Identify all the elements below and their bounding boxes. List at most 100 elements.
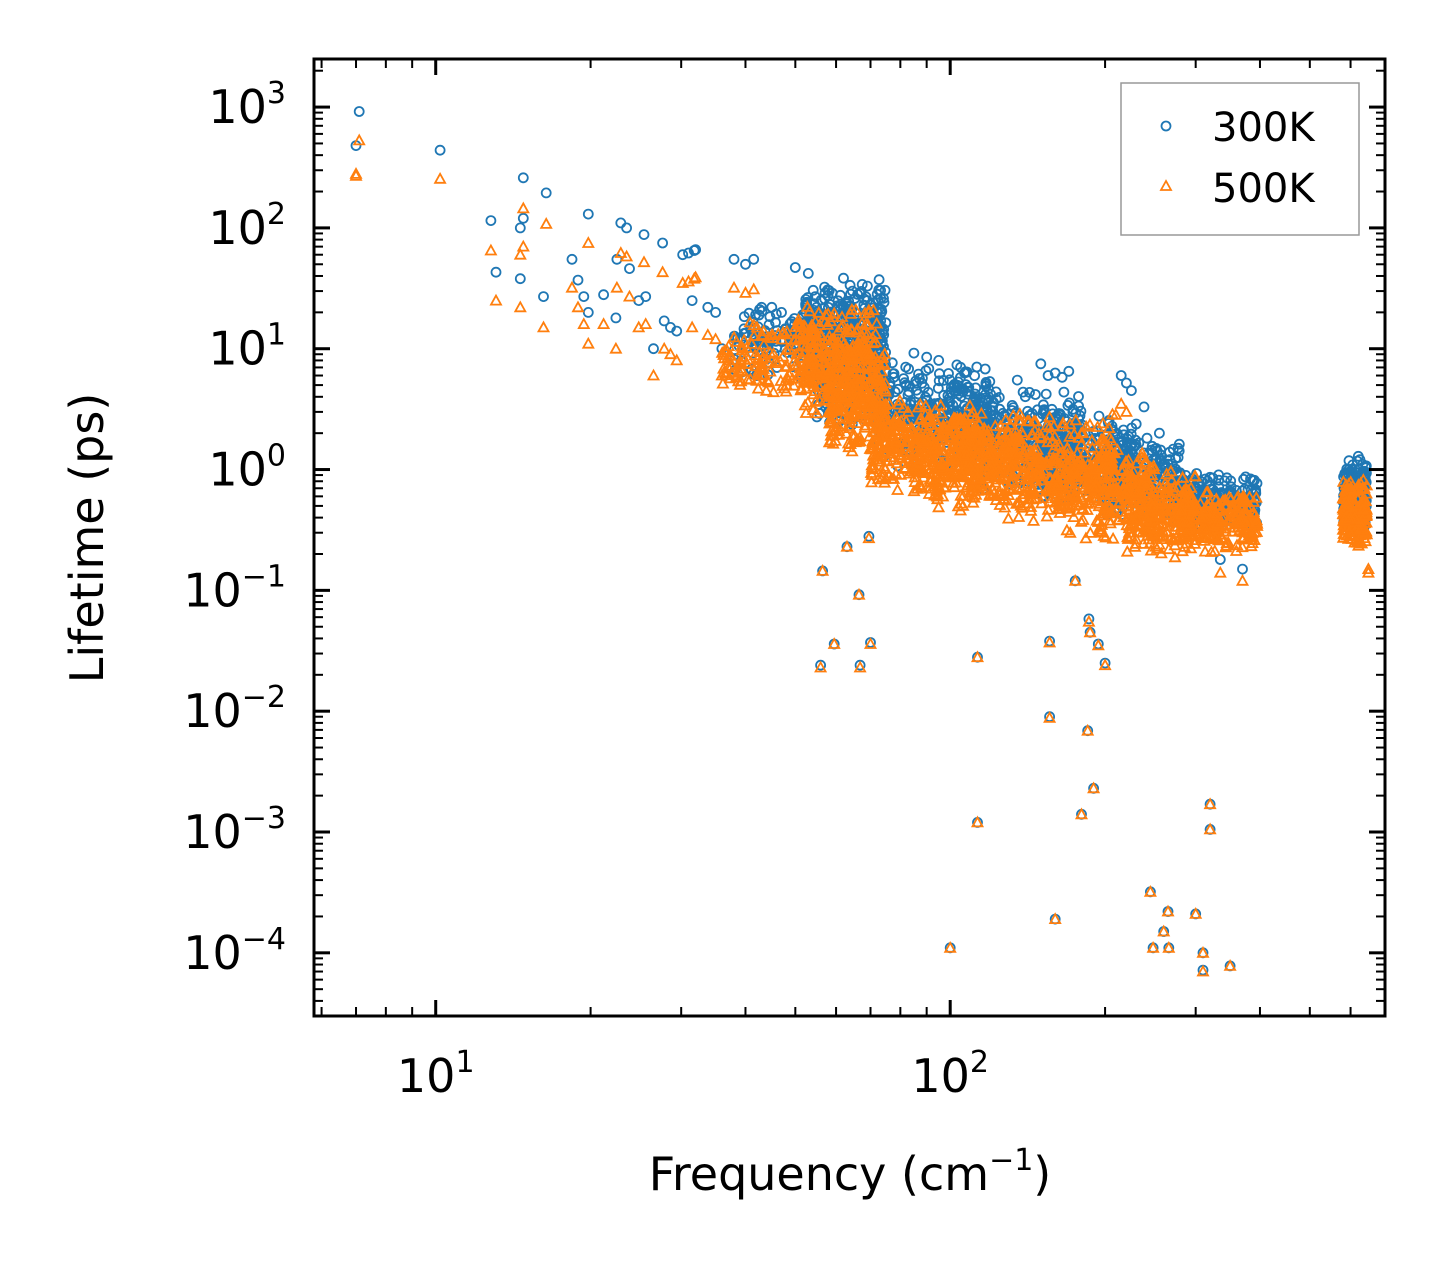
data-point-500k xyxy=(1120,499,1134,512)
data-point-300k xyxy=(1083,613,1095,625)
data-point-500k xyxy=(912,478,926,490)
data-point-300k xyxy=(1172,452,1184,463)
data-point-500k xyxy=(922,465,936,478)
data-point-500k xyxy=(1068,488,1082,501)
data-point-500k xyxy=(1102,431,1117,444)
data-point-500k xyxy=(581,236,595,248)
data-point-500k xyxy=(889,466,903,479)
data-point-500k xyxy=(1001,424,1015,437)
data-point-300k xyxy=(677,249,689,261)
data-point-500k xyxy=(1067,427,1081,440)
data-point-500k xyxy=(1098,500,1112,513)
data-point-500k xyxy=(1198,544,1212,557)
data-point-500k xyxy=(878,384,893,397)
data-point-500k xyxy=(1048,456,1062,469)
data-point-500k xyxy=(1106,531,1120,544)
data-point-300k xyxy=(566,253,578,265)
data-point-500k xyxy=(1177,484,1191,497)
data-point-500k xyxy=(734,339,749,352)
data-point-500k xyxy=(1093,496,1107,509)
data-point-500k xyxy=(944,460,958,472)
data-point-300k xyxy=(710,306,721,318)
data-point-500k xyxy=(853,434,867,447)
data-point-300k xyxy=(1040,388,1052,400)
data-point-500k xyxy=(1188,469,1202,482)
data-point-300k xyxy=(1352,450,1364,462)
data-point-500k xyxy=(886,453,900,465)
data-point-300k xyxy=(873,274,885,286)
data-point-500k xyxy=(865,360,879,373)
data-point-500k xyxy=(936,489,950,502)
data-point-500k xyxy=(1219,524,1233,537)
data-point-500k xyxy=(1012,510,1026,522)
data-point-300k xyxy=(740,258,751,270)
data-point-500k xyxy=(804,352,819,365)
data-point-500k xyxy=(539,217,553,229)
data-point-300k xyxy=(598,289,609,301)
data-point-300k xyxy=(1146,440,1158,452)
data-point-500k xyxy=(789,357,803,370)
data-point-500k xyxy=(1103,506,1117,519)
data-point-500k xyxy=(865,442,879,455)
data-point-500k xyxy=(970,815,985,828)
data-point-500k xyxy=(876,420,890,433)
data-point-300k xyxy=(843,295,855,307)
data-point-300k xyxy=(1359,471,1371,482)
data-point-500k xyxy=(1160,467,1174,480)
data-point-500k xyxy=(822,363,836,376)
data-point-500k xyxy=(876,465,890,478)
data-point-500k xyxy=(845,302,859,315)
data-point-500k xyxy=(1091,638,1105,651)
data-point-500k xyxy=(930,428,944,441)
data-point-500k xyxy=(972,437,986,450)
data-point-300k xyxy=(770,308,782,320)
data-point-500k xyxy=(597,317,611,330)
data-point-500k xyxy=(869,335,883,348)
data-point-500k xyxy=(1029,414,1043,427)
data-point-500k xyxy=(821,318,835,330)
data-point-500k xyxy=(983,487,997,500)
data-point-300k xyxy=(748,253,760,265)
data-point-500k xyxy=(863,637,878,649)
data-point-500k xyxy=(837,353,852,366)
data-point-500k xyxy=(893,417,907,430)
data-point-500k xyxy=(840,539,854,552)
data-point-500k xyxy=(827,637,841,649)
data-point-500k xyxy=(756,362,770,374)
data-point-500k xyxy=(1150,542,1164,554)
data-point-500k xyxy=(1016,445,1030,458)
data-point-500k xyxy=(852,391,866,404)
data-point-500k xyxy=(806,403,820,415)
data-point-500k xyxy=(942,431,956,443)
data-point-500k xyxy=(876,356,890,368)
data-point-500k xyxy=(1026,514,1041,526)
data-point-500k xyxy=(484,243,498,256)
data-point-500k xyxy=(986,435,1000,448)
data-point-300k xyxy=(648,343,659,355)
data-point-500k xyxy=(1001,511,1015,524)
data-point-500k xyxy=(1147,526,1161,539)
data-point-500k xyxy=(1070,446,1084,458)
data-point-500k xyxy=(622,289,637,302)
data-point-500k xyxy=(1059,485,1073,498)
data-point-500k xyxy=(861,327,875,340)
data-point-500k xyxy=(1065,476,1079,489)
data-point-500k xyxy=(1096,416,1110,429)
data-point-500k xyxy=(1171,480,1185,493)
data-point-500k xyxy=(864,375,878,387)
data-point-500k xyxy=(1076,501,1090,514)
data-point-500k xyxy=(1032,469,1046,482)
data-point-300k xyxy=(900,379,912,391)
data-point-300k xyxy=(1164,446,1175,458)
data-point-500k xyxy=(811,334,825,347)
data-point-500k xyxy=(913,452,927,465)
data-point-500k xyxy=(349,168,363,181)
data-point-500k xyxy=(778,360,792,372)
data-point-500k xyxy=(867,424,881,437)
data-point-500k xyxy=(1012,432,1026,445)
data-point-500k xyxy=(513,247,527,260)
data-point-500k xyxy=(620,249,634,262)
data-point-500k xyxy=(741,372,755,385)
data-point-500k xyxy=(1204,545,1218,557)
data-point-500k xyxy=(800,300,814,312)
